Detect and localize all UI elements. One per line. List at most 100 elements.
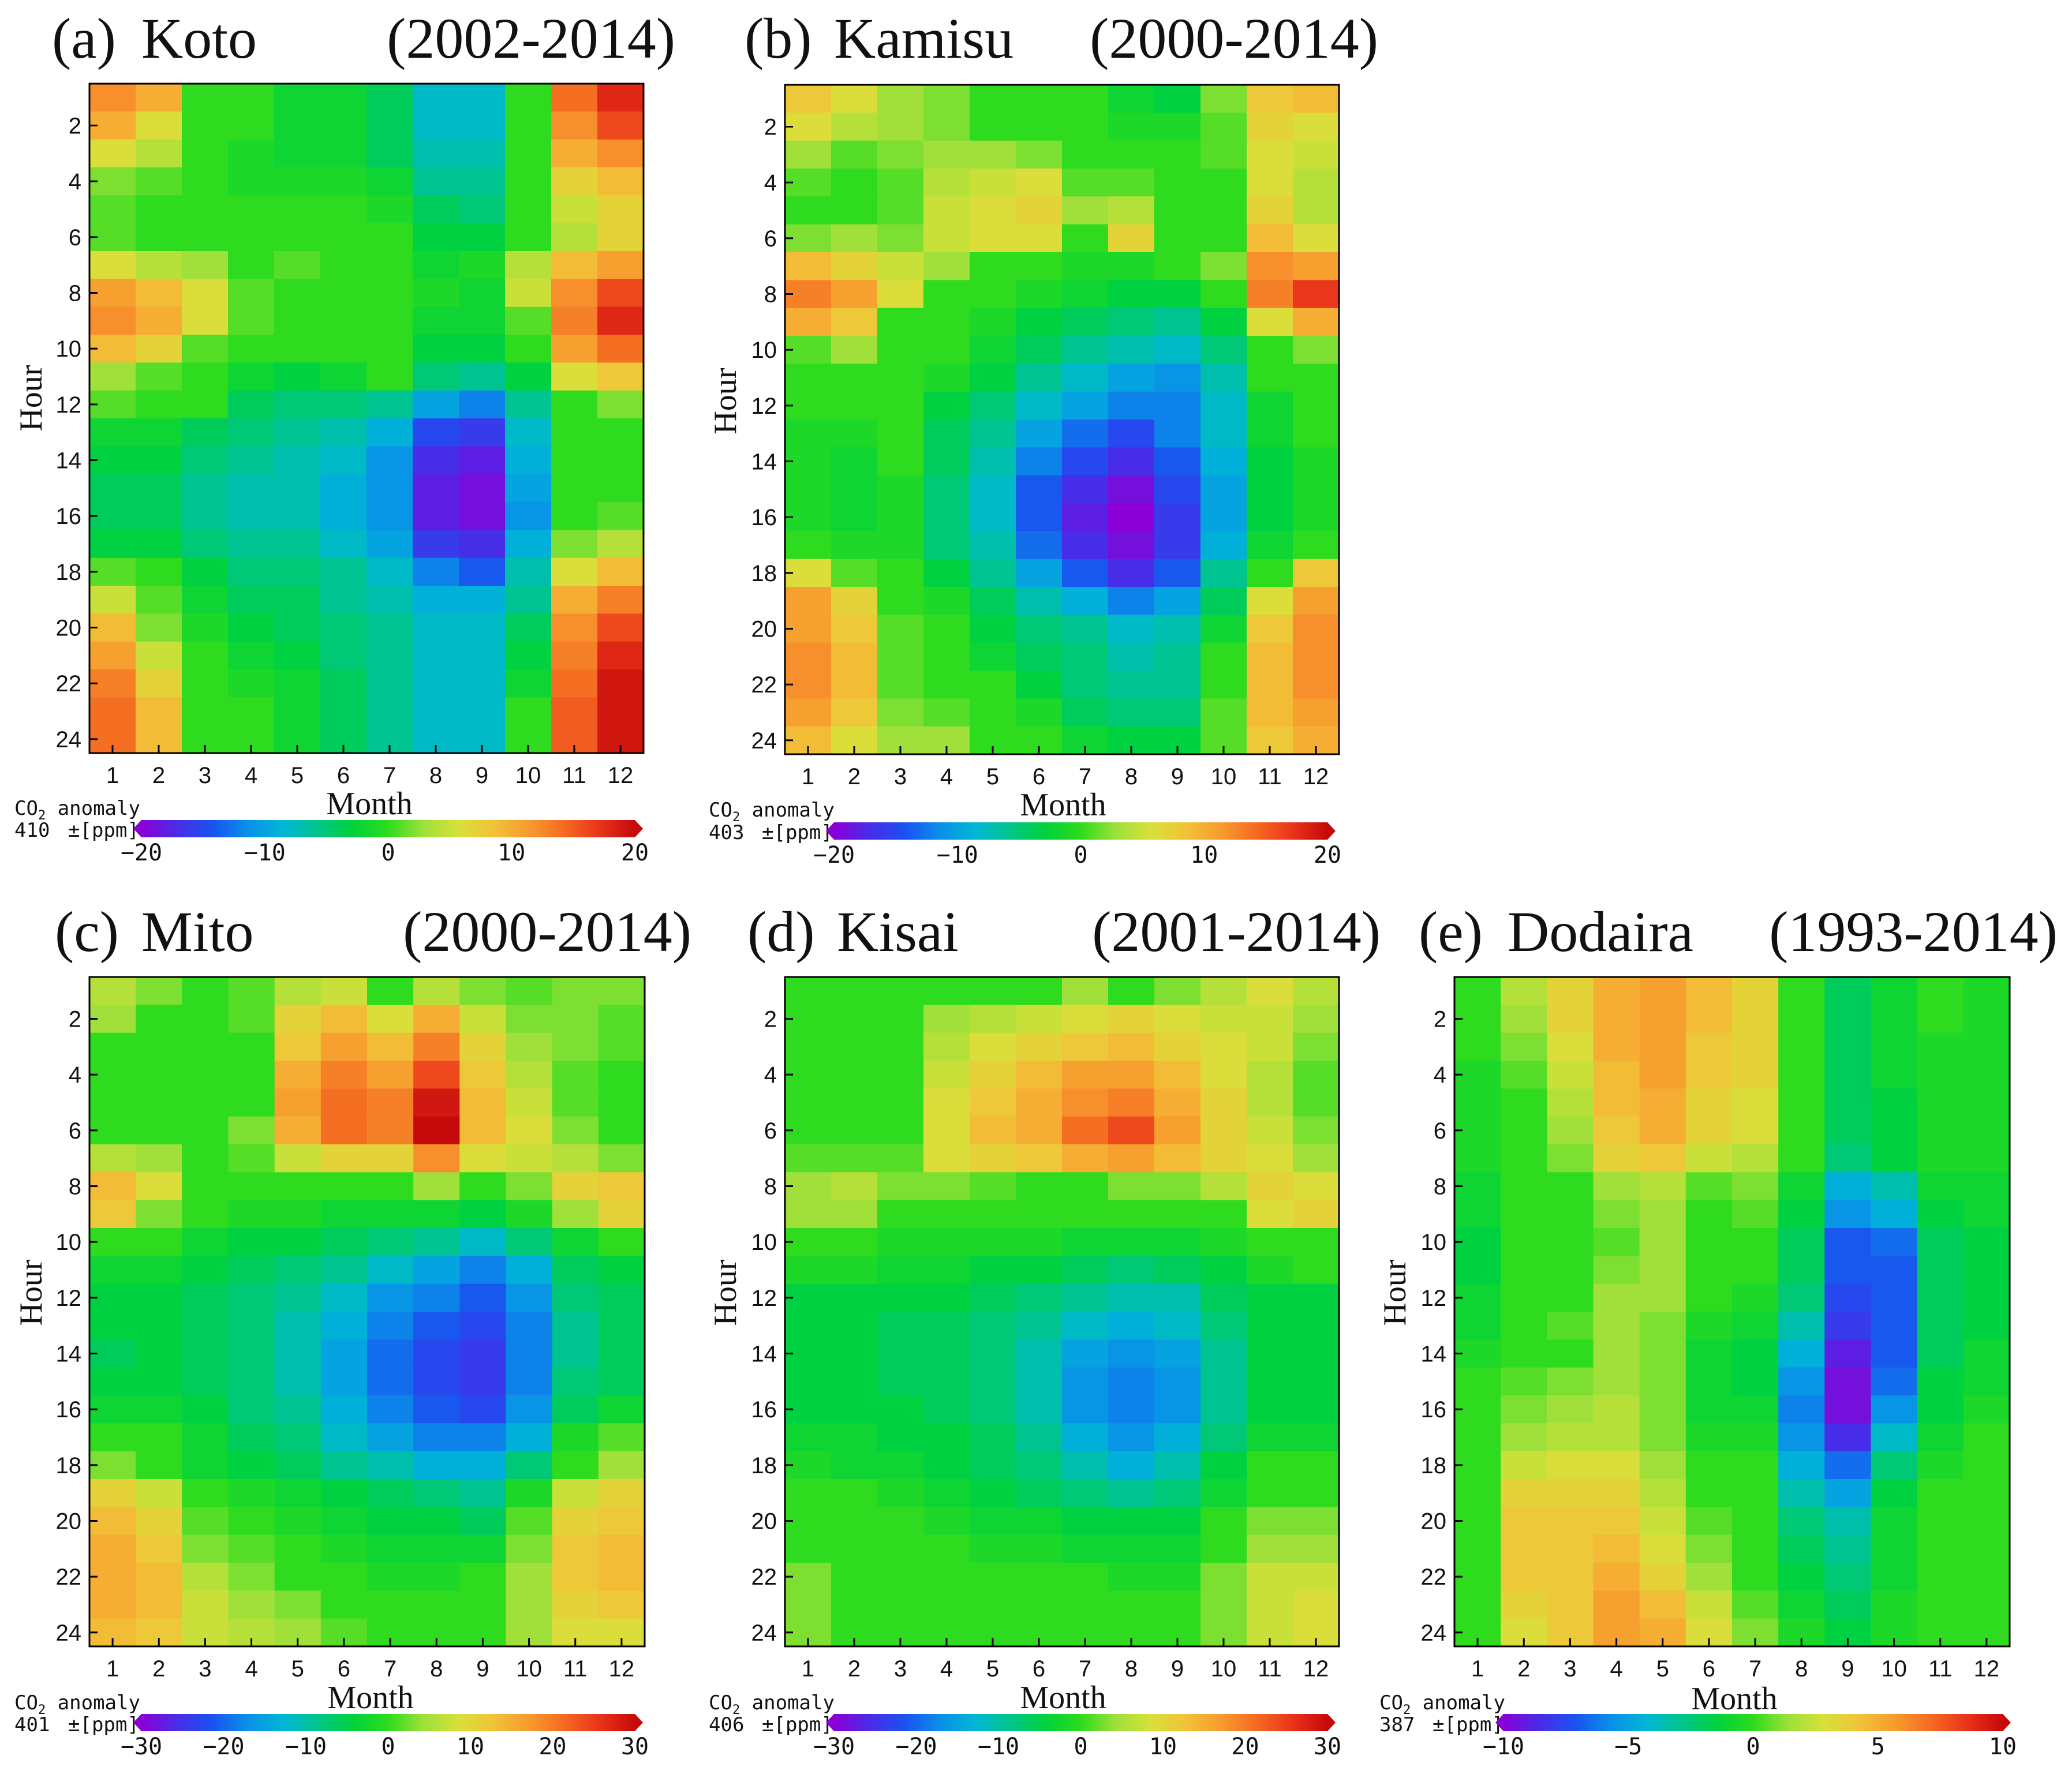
heatmap-cell: [1778, 1116, 1825, 1145]
heatmap-cell: [1871, 1256, 1918, 1285]
y-tick-label: 20: [751, 1509, 777, 1534]
heatmap-cell: [785, 977, 832, 1005]
heatmap-cell: [1016, 559, 1063, 587]
heatmap-cell: [923, 420, 970, 448]
heatmap-cell: [89, 1479, 136, 1507]
y-tick-label: 8: [69, 281, 81, 306]
heatmap-cell: [552, 1339, 599, 1368]
heatmap-cell: [182, 335, 229, 363]
heatmap-cell: [1293, 113, 1340, 141]
heatmap-cell: [1293, 1144, 1340, 1173]
heatmap-cell: [1062, 1144, 1109, 1173]
heatmap-cell: [1016, 1228, 1063, 1256]
colorbar-title-co: CO: [709, 1691, 732, 1714]
heatmap-cell: [1501, 1032, 1547, 1061]
heatmap-cell: [551, 139, 598, 168]
x-tick-label: 7: [384, 1656, 397, 1682]
colorbar-unit: ±[ppm]: [762, 1713, 833, 1736]
heatmap-cell: [274, 167, 321, 196]
heatmap-cell: [320, 1395, 368, 1424]
heatmap-cell: [182, 502, 229, 530]
heatmap-cell: [597, 697, 644, 726]
heatmap-cell: [320, 1339, 368, 1368]
x-tick-label: 9: [476, 1656, 489, 1682]
heatmap-cell: [1293, 475, 1340, 504]
heatmap-cell: [1824, 1367, 1872, 1396]
heatmap-cell: [1732, 1116, 1779, 1145]
heatmap-cell: [1639, 1061, 1686, 1089]
heatmap-cell: [274, 530, 321, 559]
heatmap-cell: [1293, 447, 1340, 476]
heatmap-cell: [320, 1590, 368, 1619]
heatmap-cell: [413, 1563, 460, 1591]
heatmap-cell: [1062, 1200, 1109, 1229]
heatmap-cell: [182, 1451, 229, 1480]
heatmap-cell: [228, 446, 275, 475]
heatmap-cell: [1062, 1283, 1109, 1312]
heatmap-cell: [182, 1312, 229, 1340]
heatmap-cell: [506, 1116, 553, 1145]
heatmap-cell: [970, 1032, 1016, 1061]
heatmap-cell: [459, 195, 506, 224]
heatmap-cell: [320, 1507, 368, 1536]
heatmap-cell: [320, 1116, 368, 1145]
heatmap-cell: [785, 308, 832, 336]
heatmap-cell: [1501, 1507, 1547, 1536]
heatmap-cell: [1154, 1563, 1201, 1591]
heatmap-cell: [413, 251, 459, 279]
heatmap-cell: [877, 1032, 924, 1061]
panel-period: (2002-2014): [387, 6, 675, 70]
heatmap-cell: [1154, 1172, 1201, 1201]
heatmap-cell: [1108, 1507, 1155, 1536]
heatmap-cell: [1732, 1451, 1779, 1480]
x-axis-label: Month: [1691, 1681, 1777, 1717]
heatmap-cell: [831, 615, 878, 643]
heatmap-cell: [274, 362, 321, 391]
heatmap-cell: [831, 1451, 878, 1480]
heatmap-cell: [877, 615, 924, 643]
heatmap-cell: [785, 642, 832, 671]
heatmap-cell: [785, 252, 832, 280]
heatmap-cell: [136, 1534, 182, 1563]
heatmap-cell: [923, 308, 970, 336]
heatmap-cell: [1963, 1534, 2010, 1563]
heatmap-cell: [1200, 1590, 1247, 1619]
heatmap-cell: [459, 279, 506, 308]
heatmap-cell: [459, 111, 506, 140]
heatmap-cell: [228, 586, 275, 614]
heatmap-cell: [1454, 1144, 1501, 1173]
colorbar-min-arrow: [826, 822, 834, 840]
heatmap-cell: [1108, 280, 1155, 309]
heatmap-cell: [1778, 1172, 1825, 1201]
heatmap-cell: [831, 1479, 878, 1507]
heatmap-cell: [970, 671, 1016, 699]
heatmap-cell: [1639, 1339, 1686, 1368]
colorbar-title: CO2 anomaly: [709, 799, 835, 825]
heatmap-cell: [785, 1367, 832, 1396]
heatmap-cell: [367, 1283, 414, 1312]
heatmap-cell: [459, 446, 506, 475]
heatmap-cell: [877, 475, 924, 504]
heatmap-cell: [831, 1563, 878, 1591]
heatmap-cell: [367, 1088, 414, 1117]
heatmap-cell: [89, 1590, 136, 1619]
y-tick-label: 14: [751, 1342, 777, 1367]
heatmap-cell: [1247, 1395, 1293, 1424]
heatmap-cell: [459, 613, 506, 642]
heatmap-cell: [182, 1479, 229, 1507]
heatmap-cell: [1016, 391, 1063, 420]
heatmap-cell: [413, 446, 459, 475]
heatmap-cell: [182, 1144, 229, 1173]
heatmap-cell: [1062, 587, 1109, 615]
heatmap-cell: [1963, 1563, 2010, 1591]
heatmap-cell: [1016, 671, 1063, 699]
heatmap-cell: [1293, 1061, 1340, 1089]
heatmap-cell: [136, 1479, 182, 1507]
heatmap-cell: [597, 167, 644, 196]
heatmap-cell: [1200, 1144, 1247, 1173]
heatmap-cell: [1062, 196, 1109, 225]
heatmap-cell: [1247, 1061, 1293, 1089]
colorbar-title-sub: 2: [1403, 1703, 1411, 1717]
